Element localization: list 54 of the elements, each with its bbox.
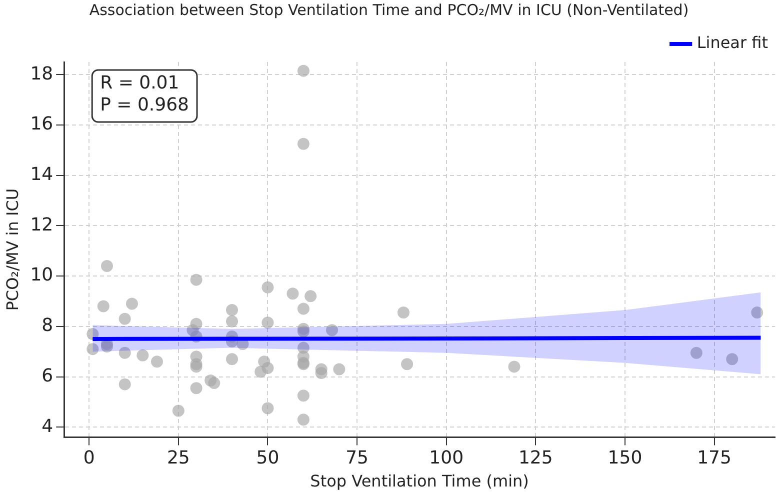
point (297, 64, 310, 77)
point (190, 318, 202, 330)
point (190, 274, 202, 286)
point (190, 382, 202, 394)
x-tick-label: 125 (518, 448, 553, 469)
point (226, 315, 238, 328)
point (208, 377, 220, 390)
x-tick-label: 50 (256, 448, 280, 469)
chart-title: Association between Stop Ventilation Time and PCO₂/MV in ICU (Non-Ventilated) (89, 0, 689, 19)
y-axis-title: PCO₂/MV in ICU (2, 188, 22, 311)
point (304, 290, 317, 302)
point (262, 362, 274, 374)
point (262, 281, 274, 294)
x-tick-label: 25 (166, 448, 190, 469)
y-tick-label: 10 (30, 264, 54, 286)
point (136, 349, 149, 362)
point (226, 304, 238, 316)
y-tick-label: 14 (30, 164, 54, 185)
y-tick-label: 16 (30, 114, 54, 135)
point (118, 378, 131, 390)
x-tick-label: 150 (608, 448, 642, 469)
y-tick-label: 18 (30, 63, 54, 84)
point (172, 404, 184, 417)
point (97, 300, 110, 312)
x-tick-label: 100 (429, 448, 464, 469)
point (297, 390, 310, 402)
y-tick-label: 8 (42, 315, 54, 336)
annotation: R = 0.01 (100, 72, 180, 94)
legend-label: Linear fit (696, 33, 768, 52)
x-tick-label: 175 (697, 448, 732, 469)
y-tick-label: 6 (42, 365, 54, 386)
point (397, 306, 410, 319)
point (262, 316, 274, 329)
point (297, 302, 310, 315)
point (401, 358, 414, 370)
x-axis-title: Stop Ventilation Time (min) (310, 472, 529, 491)
point (150, 356, 163, 368)
y-tick-label: 4 (42, 416, 54, 437)
point (315, 366, 328, 379)
point (508, 360, 520, 373)
point (126, 298, 138, 310)
y-tick-label: 12 (30, 214, 54, 236)
point (226, 353, 238, 366)
point (286, 288, 299, 300)
point (297, 138, 310, 150)
x-tick-label: 0 (83, 448, 95, 469)
point (297, 414, 310, 426)
point (190, 360, 202, 373)
annotation: P = 0.968 (100, 94, 190, 116)
point (333, 363, 346, 376)
point (262, 402, 274, 414)
x-tick-label: 75 (346, 448, 368, 469)
point (100, 260, 113, 272)
point (118, 312, 131, 325)
